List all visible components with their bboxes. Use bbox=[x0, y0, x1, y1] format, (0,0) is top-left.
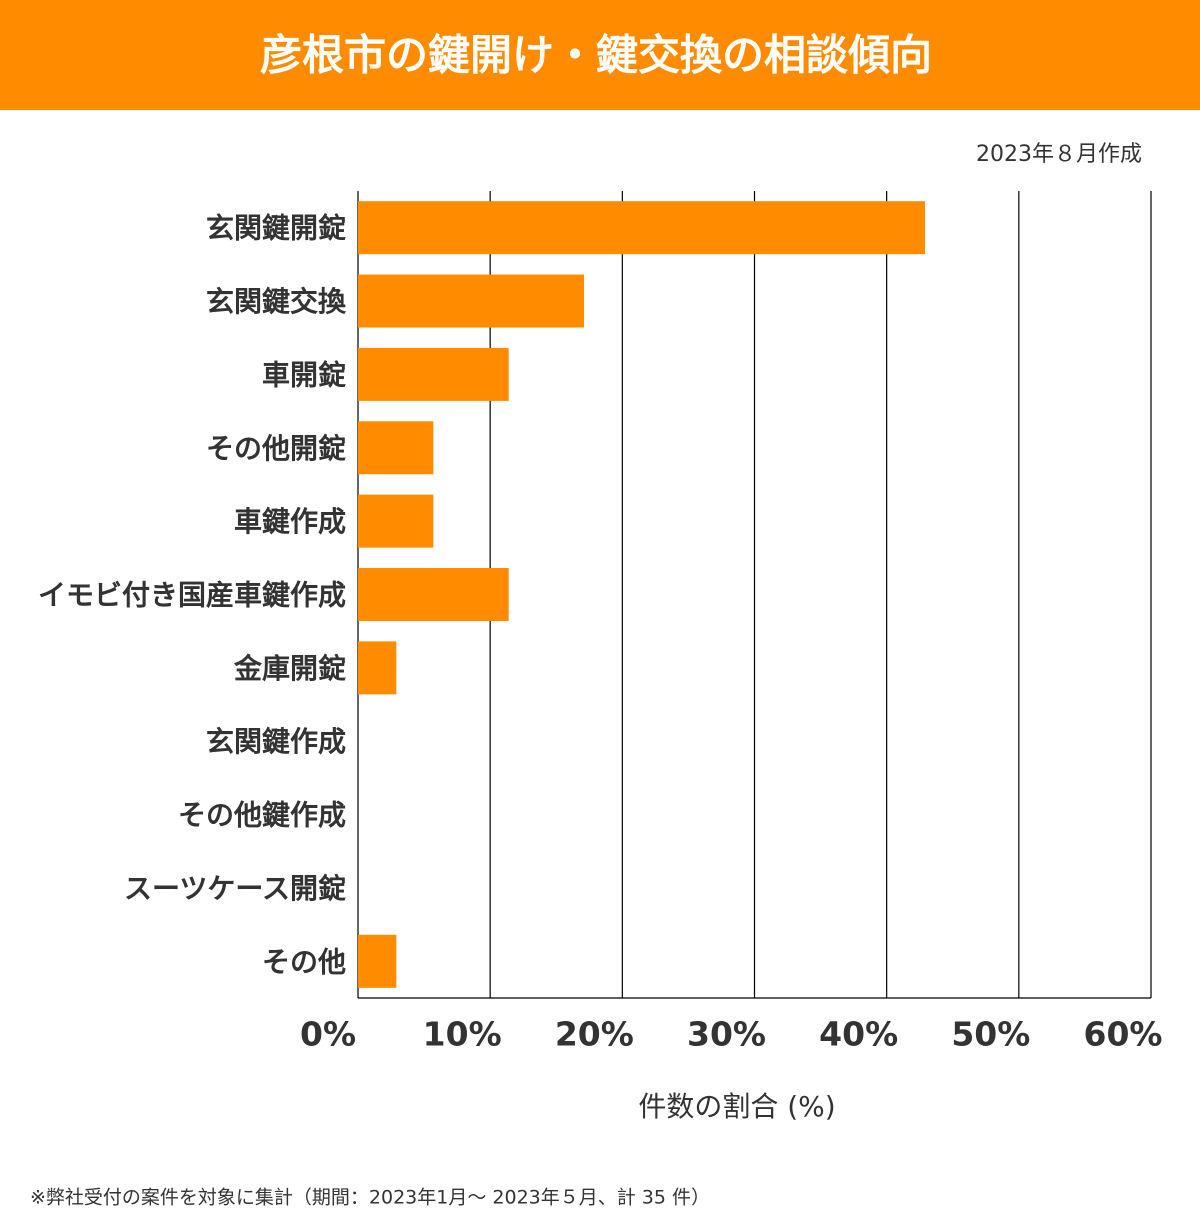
x-tick-label: 50% bbox=[951, 1015, 1030, 1054]
bar bbox=[358, 347, 509, 401]
x-tick-label: 60% bbox=[1084, 1015, 1163, 1054]
footnote: ※弊社受付の案件を対象に集計（期間：2023年1月～ 2023年５月、計 35 … bbox=[30, 1187, 710, 1209]
header-band bbox=[0, 0, 1200, 110]
y-tick-label: 玄関鍵開錠 bbox=[206, 212, 346, 245]
bar bbox=[358, 201, 925, 255]
y-tick-label: イモビ付き国産車鍵作成 bbox=[38, 579, 346, 612]
y-tick-label: スーツケース開錠 bbox=[124, 872, 346, 905]
bar bbox=[358, 568, 509, 621]
y-tick-label: 玄関鍵交換 bbox=[206, 285, 347, 318]
chart-title: 彦根市の鍵開け・鍵交換の相談傾向 bbox=[260, 31, 932, 80]
x-axis-label: 件数の割合 (%) bbox=[638, 1090, 835, 1123]
bar bbox=[358, 934, 397, 988]
x-tick-label: 10% bbox=[423, 1015, 502, 1054]
x-tick-label: 40% bbox=[819, 1015, 898, 1054]
y-tick-label: 玄関鍵作成 bbox=[206, 725, 346, 758]
y-tick-label: 金庫開錠 bbox=[233, 652, 346, 685]
y-tick-label: その他 bbox=[262, 945, 346, 978]
bar bbox=[358, 421, 434, 475]
bar bbox=[358, 494, 434, 548]
y-tick-label: その他開錠 bbox=[206, 432, 346, 465]
x-tick-label: 20% bbox=[555, 1015, 634, 1054]
x-tick-label: 30% bbox=[687, 1015, 766, 1054]
y-tick-label: その他鍵作成 bbox=[178, 799, 346, 832]
subtitle: 2023年８月作成 bbox=[976, 142, 1142, 167]
bar bbox=[358, 274, 585, 328]
y-tick-label: 車鍵作成 bbox=[234, 505, 346, 538]
y-tick-label: 車開錠 bbox=[262, 358, 346, 391]
x-tick-label: 0% bbox=[300, 1015, 356, 1054]
bar bbox=[358, 641, 397, 695]
